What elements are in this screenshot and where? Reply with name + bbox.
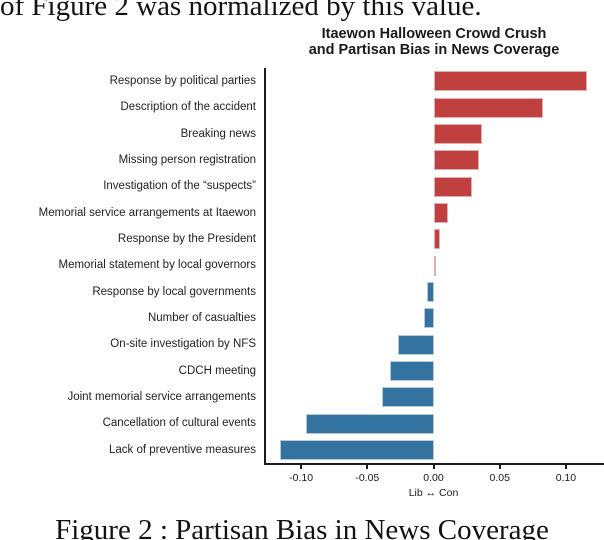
y-axis-label: Response by the President [117,233,256,245]
bar-con [433,202,449,223]
bar-con [433,255,436,276]
bar-lib [426,281,434,302]
y-axis-label: Missing person registration [118,154,256,166]
bar-con [433,229,441,250]
bar-lib [306,413,434,434]
x-axis-tick [564,465,567,469]
x-axis-tick-label: 0.10 [555,472,577,484]
x-axis-tick-label: -0.05 [355,472,380,484]
bar-lib [381,387,434,408]
y-axis-label: Investigation of the “suspects” [103,180,256,193]
x-axis-tick [366,465,369,469]
y-axis-label: Cancellation of cultural events [102,417,256,430]
bar-lib [397,334,434,355]
y-axis-label: Lack of preventive measures [108,443,256,456]
chart-title-line1: Itaewon Halloween Crowd Crush [321,26,547,42]
y-axis-label: Response by local governments [92,285,256,298]
body-text-line: of Figure 2 was normalized by this value… [0,0,482,22]
bar-con [433,71,588,92]
bar-con [433,150,479,171]
plot-area: -0.10 -0.05 0.00 0.05 0.10 Lib ↔ Con [264,68,604,499]
y-axis-label: Memorial statement by local governors [58,259,257,272]
y-axis-label: Response by political parties [109,75,256,87]
chart-title: Itaewon Halloween Crowd Crush and Partis… [244,26,604,58]
bar-lib [389,360,434,381]
bar-con [433,123,483,144]
bar-lib [424,308,434,329]
chart-title-line2: and Partisan Bias in News Coverage [308,42,560,58]
bar-lib [279,439,434,460]
y-axis-label: On-site investigation by NFS [110,338,256,351]
x-axis-tick [498,465,501,469]
x-axis-label: Lib ↔ Con [408,487,459,499]
y-axis-label: Memorial service arrangements at Itaewon [38,206,256,219]
y-axis-label: Joint memorial service arrangements [67,391,256,403]
x-axis-tick-label: 0.00 [423,472,444,484]
x-axis-tick [432,465,435,469]
figure-caption: Figure 2 : Partisan Bias in News Coverag… [55,514,549,540]
x-axis-tick [300,465,303,469]
x-axis-tick-label: -0.10 [289,472,314,484]
y-axis-label: CDCH meeting [178,364,256,377]
y-axis-label: Number of casualties [147,312,256,324]
bar-con [433,176,472,197]
bar-con [433,97,544,118]
y-axis-label: Description of the accident [120,101,256,114]
x-axis-tick-label: 0.05 [489,472,510,484]
y-axis-label: Breaking news [180,127,256,140]
